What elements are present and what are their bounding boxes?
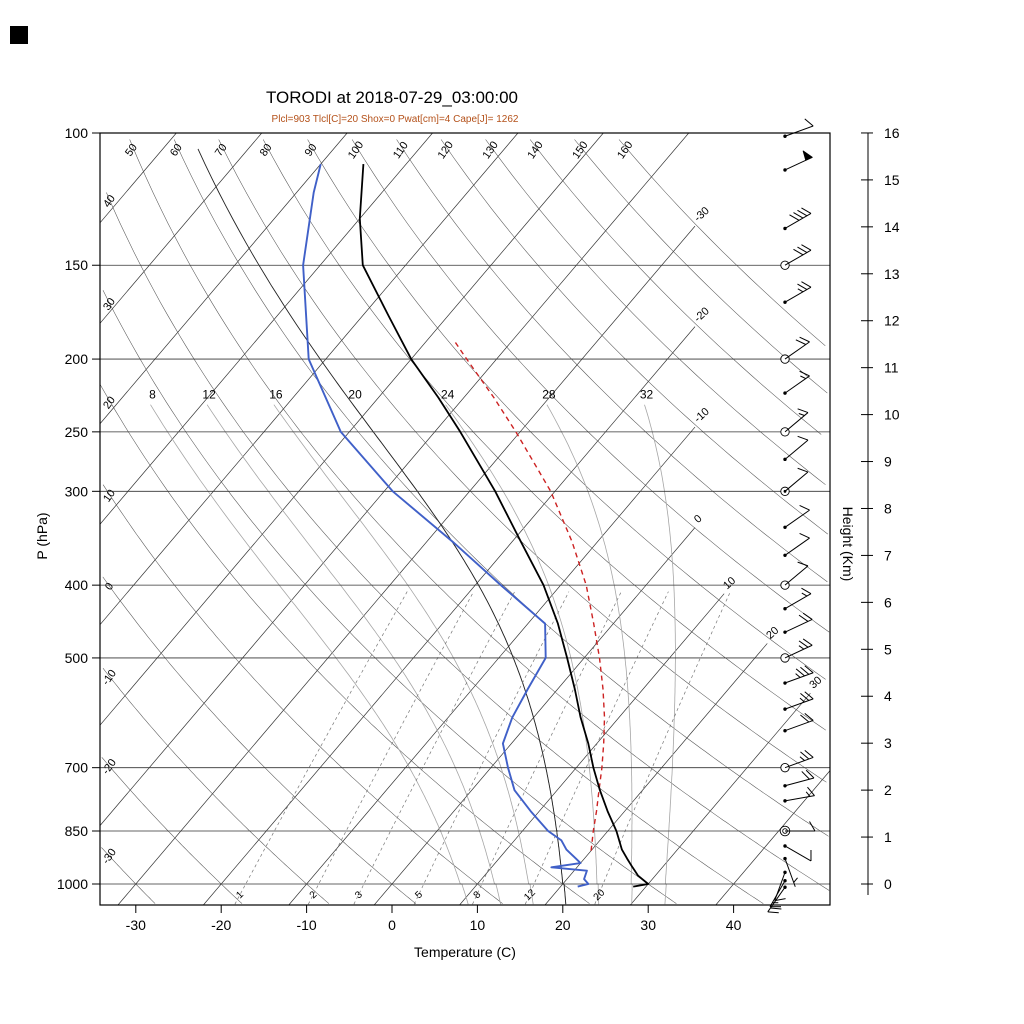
svg-text:500: 500	[65, 650, 89, 666]
svg-text:150: 150	[570, 139, 590, 161]
svg-text:50: 50	[123, 142, 140, 159]
svg-text:140: 140	[525, 139, 545, 161]
svg-text:10: 10	[470, 917, 486, 933]
svg-text:10: 10	[884, 407, 900, 423]
svg-text:60: 60	[168, 142, 185, 159]
svg-text:850: 850	[65, 823, 89, 839]
svg-text:30: 30	[101, 296, 118, 313]
svg-text:6: 6	[884, 594, 892, 610]
svg-text:20: 20	[764, 625, 781, 642]
svg-text:2: 2	[308, 889, 320, 901]
svg-text:5: 5	[413, 889, 425, 901]
svg-text:14: 14	[884, 219, 900, 235]
svg-text:250: 250	[65, 424, 89, 440]
svg-text:16: 16	[269, 388, 283, 402]
svg-text:100: 100	[65, 125, 89, 141]
svg-text:10: 10	[101, 488, 118, 505]
svg-text:-30: -30	[692, 205, 712, 225]
height-axis-label: Height (Km)	[840, 506, 856, 582]
svg-text:1000: 1000	[57, 876, 88, 892]
temperature-axis-label: Temperature (C)	[414, 944, 516, 960]
svg-text:80: 80	[258, 142, 275, 159]
svg-text:100: 100	[346, 139, 366, 161]
svg-text:400: 400	[65, 577, 89, 593]
svg-text:20: 20	[101, 394, 118, 411]
svg-text:150: 150	[65, 257, 89, 273]
svg-text:5: 5	[884, 641, 892, 657]
svg-text:130: 130	[481, 139, 501, 161]
svg-text:7: 7	[884, 547, 892, 563]
svg-text:1: 1	[234, 889, 246, 901]
svg-text:8: 8	[884, 500, 892, 516]
svg-text:-30: -30	[126, 917, 146, 933]
svg-text:-20: -20	[211, 917, 231, 933]
svg-text:4: 4	[884, 688, 892, 704]
svg-text:30: 30	[640, 917, 656, 933]
svg-text:8: 8	[149, 388, 156, 402]
svg-text:0: 0	[388, 917, 396, 933]
chart-subtitle: Plcl=903 Tlcl[C]=20 Shox=0 Pwat[cm]=4 Ca…	[271, 114, 519, 125]
svg-text:70: 70	[213, 142, 230, 159]
svg-text:3: 3	[353, 889, 365, 901]
svg-text:0: 0	[103, 581, 116, 593]
svg-text:90: 90	[303, 142, 320, 159]
svg-text:700: 700	[65, 760, 89, 776]
svg-text:15: 15	[884, 172, 900, 188]
svg-text:28: 28	[542, 388, 556, 402]
svg-text:40: 40	[726, 917, 742, 933]
chart-title: TORODI at 2018-07-29_03:00:00	[265, 88, 518, 107]
svg-text:32: 32	[640, 388, 654, 402]
svg-text:110: 110	[391, 140, 411, 161]
svg-text:1: 1	[884, 829, 892, 845]
svg-text:8: 8	[472, 889, 484, 901]
svg-text:300: 300	[65, 483, 89, 499]
svg-text:12: 12	[884, 313, 900, 329]
svg-text:16: 16	[884, 125, 900, 141]
svg-text:200: 200	[65, 351, 89, 367]
svg-text:-10: -10	[692, 406, 712, 426]
svg-text:0: 0	[884, 876, 892, 892]
svg-text:-10: -10	[296, 917, 316, 933]
svg-text:9: 9	[884, 454, 892, 470]
svg-text:3: 3	[884, 735, 892, 751]
svg-text:2: 2	[884, 782, 892, 798]
svg-text:120: 120	[436, 139, 456, 161]
svg-text:-20: -20	[692, 305, 712, 325]
svg-text:11: 11	[884, 360, 899, 376]
svg-text:12: 12	[202, 388, 216, 402]
svg-text:20: 20	[592, 887, 608, 903]
pressure-axis-label: P (hPa)	[34, 512, 50, 560]
svg-text:20: 20	[348, 388, 362, 402]
svg-text:0: 0	[692, 513, 705, 526]
svg-text:160: 160	[615, 139, 635, 161]
svg-text:12: 12	[522, 887, 538, 903]
svg-text:13: 13	[884, 266, 900, 282]
svg-text:20: 20	[555, 917, 571, 933]
svg-text:40: 40	[101, 193, 118, 210]
svg-text:24: 24	[441, 388, 455, 402]
corner-marker	[10, 26, 28, 44]
svg-text:10: 10	[721, 575, 738, 592]
